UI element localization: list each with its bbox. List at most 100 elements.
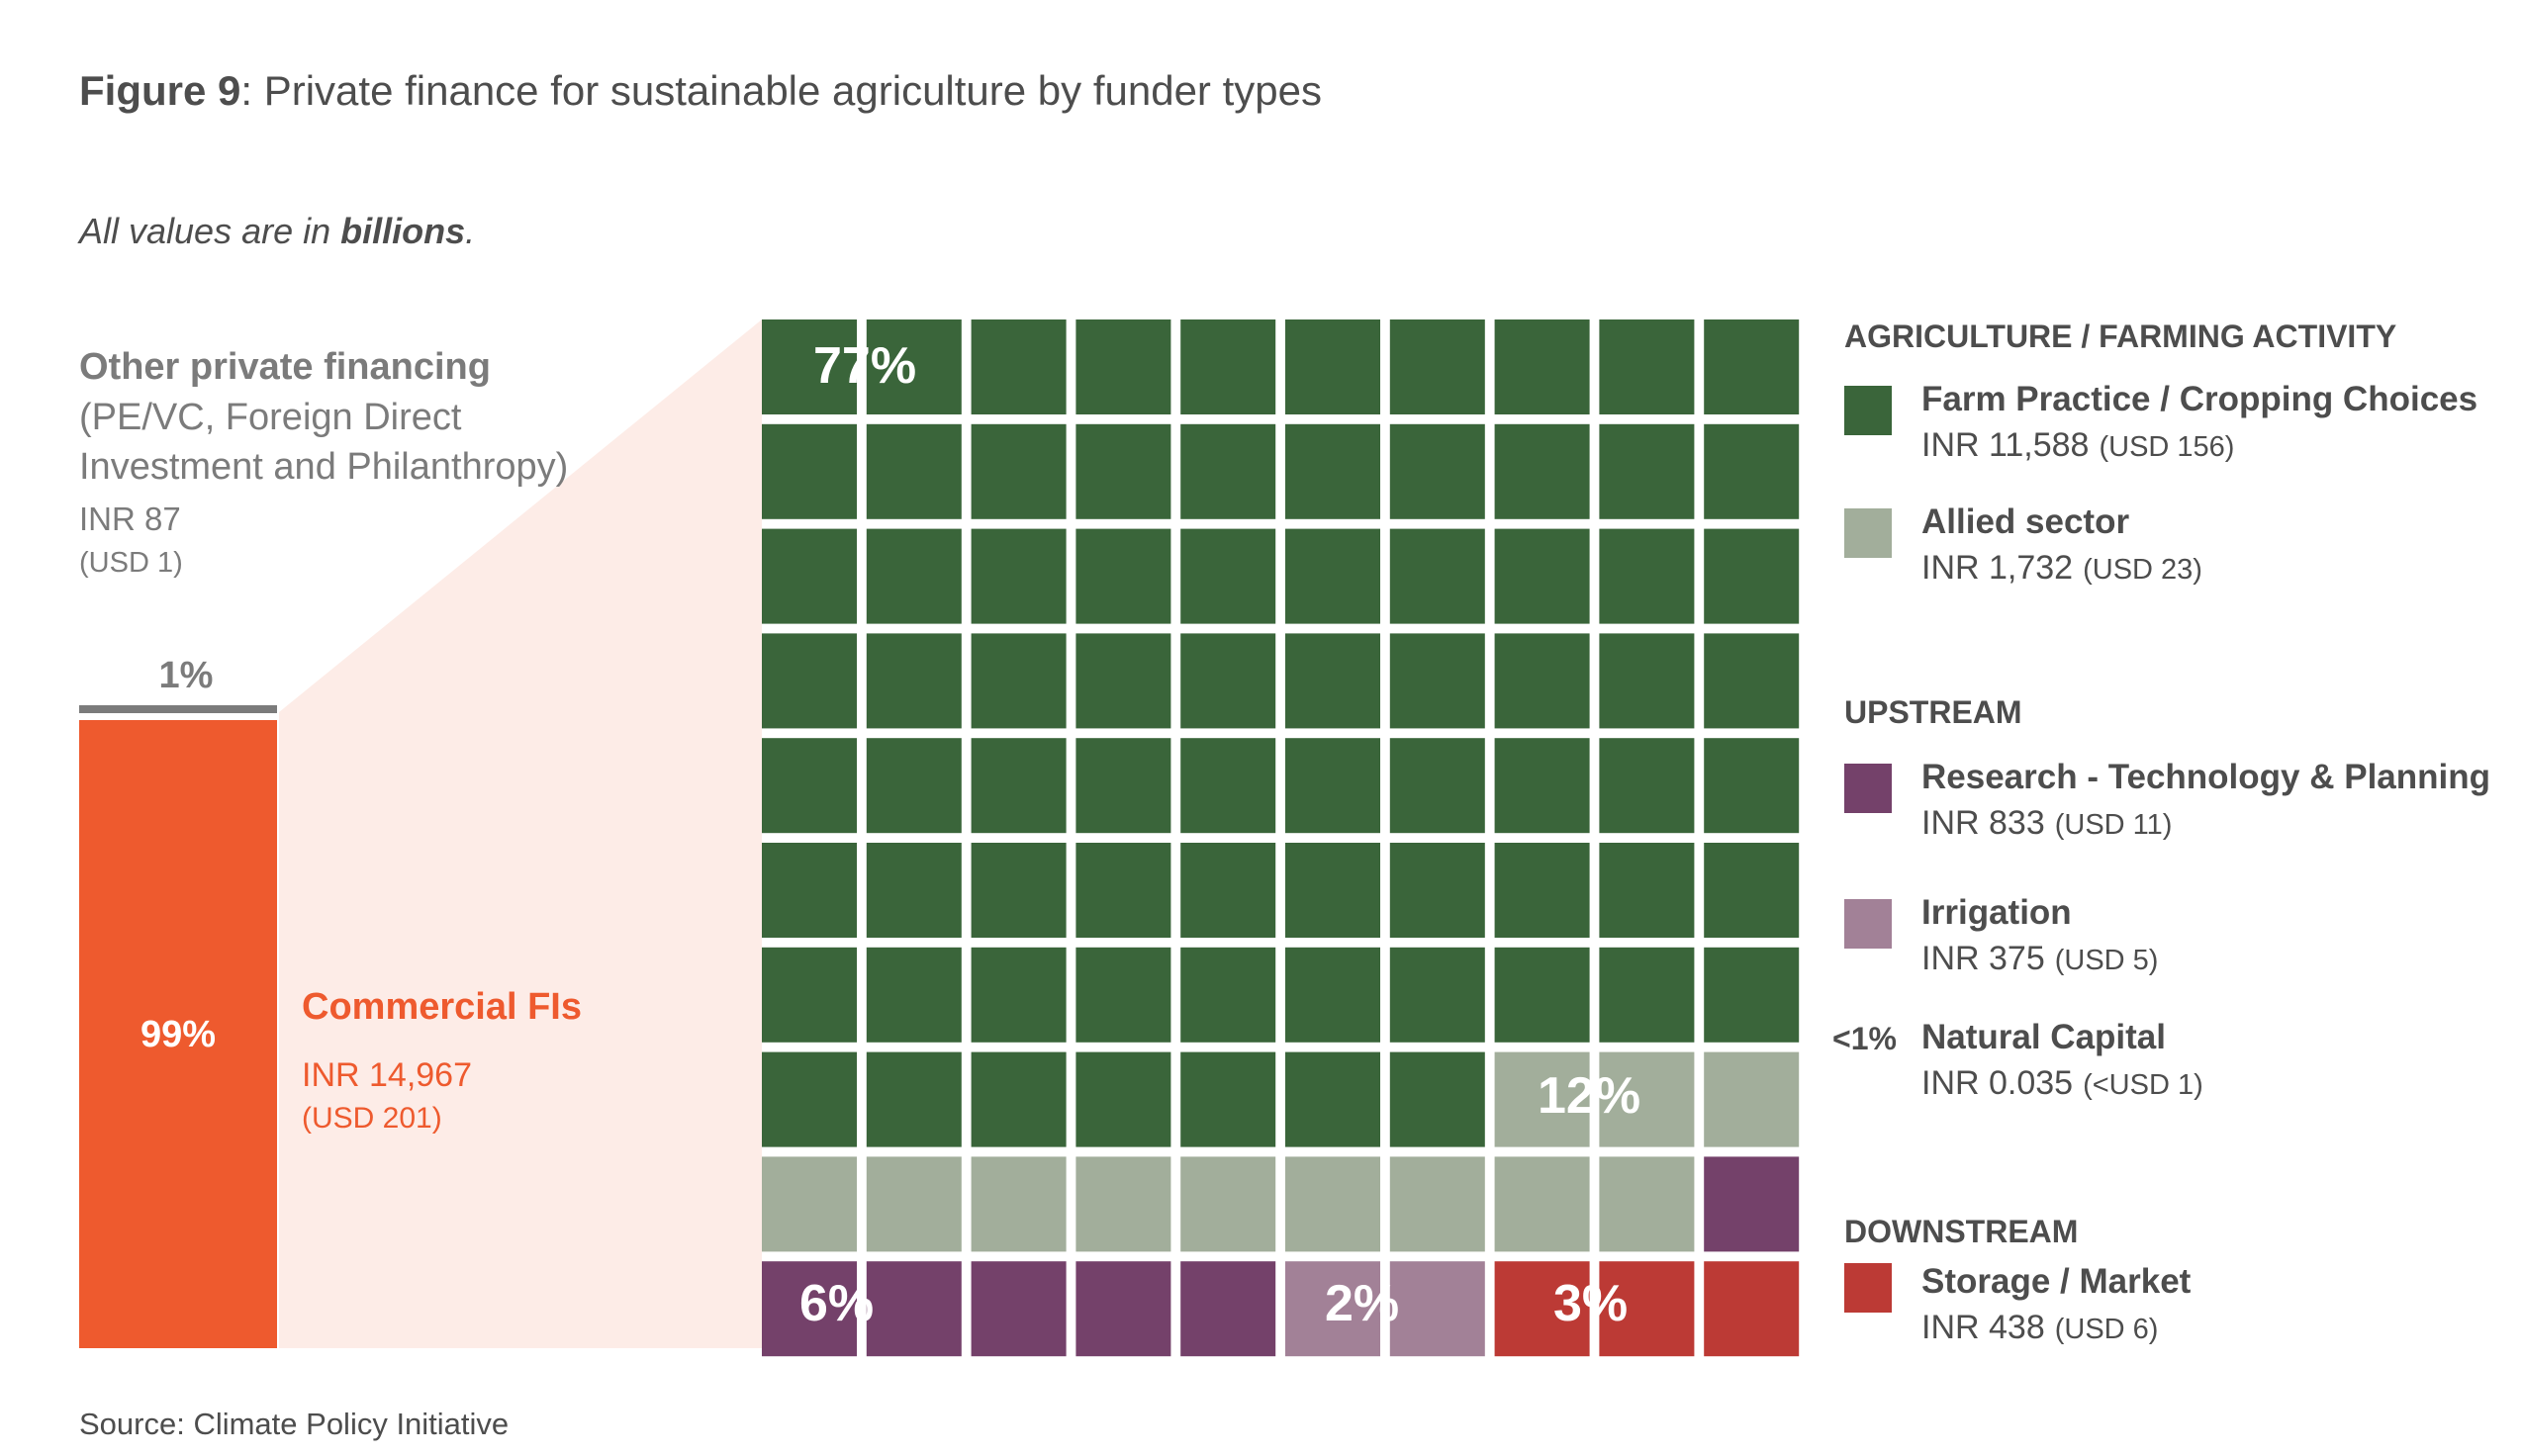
waffle-cell-farm-practice-cropping-choices	[1704, 843, 1800, 938]
legend-swatch-storage-market	[1844, 1263, 1892, 1313]
waffle-cell-farm-practice-cropping-choices	[1285, 633, 1380, 729]
waffle-cell-farm-practice-cropping-choices	[1389, 423, 1485, 519]
waffle-cell-farm-practice-cropping-choices	[1494, 319, 1590, 414]
waffle-cell-farm-practice-cropping-choices	[1285, 738, 1380, 834]
waffle-cell-storage-market	[1494, 1261, 1590, 1357]
waffle-cell-farm-practice-cropping-choices	[971, 423, 1067, 519]
waffle-cell-irrigation	[1285, 1261, 1380, 1357]
waffle-labels: 77% 12% 6% 2% 3%	[799, 337, 1640, 1332]
waffle-cell-farm-practice-cropping-choices	[1704, 738, 1800, 834]
waffle-cell-farm-practice-cropping-choices	[762, 633, 857, 729]
waffle-cell-storage-market	[1599, 1261, 1695, 1357]
funder-bar: 99% 1%	[79, 655, 277, 1348]
waffle-cell-farm-practice-cropping-choices	[1704, 528, 1800, 624]
values-note-bold: billions	[340, 211, 465, 251]
legend-label-farm-practice: Farm Practice / Cropping Choices	[1921, 380, 2477, 418]
waffle-cell-farm-practice-cropping-choices	[1180, 423, 1276, 519]
waffle-cell-farm-practice-cropping-choices	[1494, 947, 1590, 1043]
waffle-cell-farm-practice-cropping-choices	[1389, 528, 1485, 624]
waffle-cell-farm-practice-cropping-choices	[1389, 319, 1485, 414]
figure-title-text: : Private finance for sustainable agricu…	[240, 67, 1322, 114]
legend-label-storage-market: Storage / Market	[1921, 1262, 2192, 1301]
waffle-cell-research-technology-planning	[1075, 1261, 1171, 1357]
waffle-label-irrigation: 2%	[1325, 1275, 1399, 1332]
waffle-cell-allied-sector	[1494, 1156, 1590, 1252]
legend-share-natural-capital: <1%	[1832, 1021, 1897, 1056]
waffle-cell-allied-sector	[1285, 1156, 1380, 1252]
commercial-fis-amount: INR 14,967	[302, 1056, 472, 1094]
waffle-grid	[762, 319, 1800, 1357]
waffle-cell-farm-practice-cropping-choices	[1075, 738, 1171, 834]
waffle-cell-farm-practice-cropping-choices	[1599, 633, 1695, 729]
legend-group-downstream: DOWNSTREAM	[1844, 1214, 2078, 1249]
waffle-cell-allied-sector	[1704, 1051, 1800, 1147]
commercial-fis-heading: Commercial FIs	[302, 986, 582, 1028]
other-private-desc-line-2: Investment and Philanthropy)	[79, 446, 568, 488]
legend-value-storage-market: INR 438 (USD 6)	[1921, 1309, 2158, 1346]
bar-label-other-private: 1%	[159, 655, 214, 696]
legend-value-research: INR 833 (USD 11)	[1921, 804, 2172, 842]
legend: AGRICULTURE / FARMING ACTIVITY Farm Prac…	[1832, 318, 2490, 1346]
waffle-label-allied-sector: 12%	[1538, 1067, 1640, 1125]
legend-swatch-allied-sector	[1844, 508, 1892, 558]
legend-swatch-farm-practice	[1844, 386, 1892, 435]
waffle-cell-farm-practice-cropping-choices	[1285, 423, 1380, 519]
waffle-cell-research-technology-planning	[1704, 1156, 1800, 1252]
waffle-cell-farm-practice-cropping-choices	[1075, 1051, 1171, 1147]
waffle-cell-farm-practice-cropping-choices	[1494, 528, 1590, 624]
values-note: All values are in billions.	[77, 211, 475, 251]
waffle-cell-farm-practice-cropping-choices	[866, 947, 962, 1043]
waffle-cell-farm-practice-cropping-choices	[1075, 947, 1171, 1043]
waffle-cell-farm-practice-cropping-choices	[1180, 528, 1276, 624]
waffle-cell-farm-practice-cropping-choices	[971, 528, 1067, 624]
legend-group-upstream: UPSTREAM	[1844, 694, 2022, 730]
other-private-amount: INR 87	[79, 500, 181, 537]
waffle-cell-farm-practice-cropping-choices	[1180, 633, 1276, 729]
waffle-cell-farm-practice-cropping-choices	[1704, 633, 1800, 729]
waffle-cell-farm-practice-cropping-choices	[762, 319, 857, 414]
waffle-cell-farm-practice-cropping-choices	[1180, 843, 1276, 938]
legend-value-irrigation: INR 375 (USD 5)	[1921, 940, 2158, 977]
waffle-cell-farm-practice-cropping-choices	[1075, 319, 1171, 414]
legend-label-research: Research - Technology & Planning	[1921, 758, 2490, 796]
waffle-cell-farm-practice-cropping-choices	[762, 528, 857, 624]
other-private-annotation: Other private financing (PE/VC, Foreign …	[79, 346, 568, 579]
commercial-fis-annotation: Commercial FIs INR 14,967 (USD 201)	[302, 986, 582, 1135]
other-private-usd: (USD 1)	[79, 547, 183, 579]
bar-segment-other-private	[79, 705, 277, 713]
waffle-cell-farm-practice-cropping-choices	[1599, 319, 1695, 414]
waffle-cell-allied-sector	[971, 1156, 1067, 1252]
waffle-cell-farm-practice-cropping-choices	[1180, 1051, 1276, 1147]
waffle-cell-farm-practice-cropping-choices	[762, 423, 857, 519]
waffle-cell-farm-practice-cropping-choices	[866, 843, 962, 938]
bar-label-commercial-fis: 99%	[140, 1014, 216, 1055]
waffle-label-research: 6%	[799, 1275, 874, 1332]
waffle-cell-farm-practice-cropping-choices	[1285, 1051, 1380, 1147]
commercial-fis-usd: (USD 201)	[302, 1102, 442, 1135]
waffle-cell-farm-practice-cropping-choices	[1180, 738, 1276, 834]
waffle-cell-farm-practice-cropping-choices	[1599, 528, 1695, 624]
waffle-cell-farm-practice-cropping-choices	[1285, 528, 1380, 624]
waffle-cell-farm-practice-cropping-choices	[866, 528, 962, 624]
waffle-cell-farm-practice-cropping-choices	[762, 947, 857, 1043]
waffle-cell-farm-practice-cropping-choices	[1494, 423, 1590, 519]
waffle-cell-farm-practice-cropping-choices	[1389, 1051, 1485, 1147]
legend-value-allied-sector: INR 1,732 (USD 23)	[1921, 549, 2202, 587]
waffle-label-storage-market: 3%	[1553, 1275, 1628, 1332]
other-private-desc-line-1: (PE/VC, Foreign Direct	[79, 397, 462, 438]
waffle-cell-farm-practice-cropping-choices	[1599, 843, 1695, 938]
waffle-cell-farm-practice-cropping-choices	[1075, 528, 1171, 624]
waffle-cell-farm-practice-cropping-choices	[971, 843, 1067, 938]
waffle-cell-irrigation	[1389, 1261, 1485, 1357]
legend-label-allied-sector: Allied sector	[1921, 502, 2129, 541]
waffle-cell-research-technology-planning	[762, 1261, 857, 1357]
figure-title-prefix: Figure 9	[79, 67, 240, 114]
waffle-cell-farm-practice-cropping-choices	[1704, 947, 1800, 1043]
waffle-cell-allied-sector	[1075, 1156, 1171, 1252]
waffle-cell-farm-practice-cropping-choices	[866, 423, 962, 519]
waffle-cell-allied-sector	[1180, 1156, 1276, 1252]
waffle-cell-farm-practice-cropping-choices	[866, 1051, 962, 1147]
waffle-cell-farm-practice-cropping-choices	[1389, 738, 1485, 834]
waffle-cell-farm-practice-cropping-choices	[971, 319, 1067, 414]
funnel-connector	[279, 319, 762, 1348]
